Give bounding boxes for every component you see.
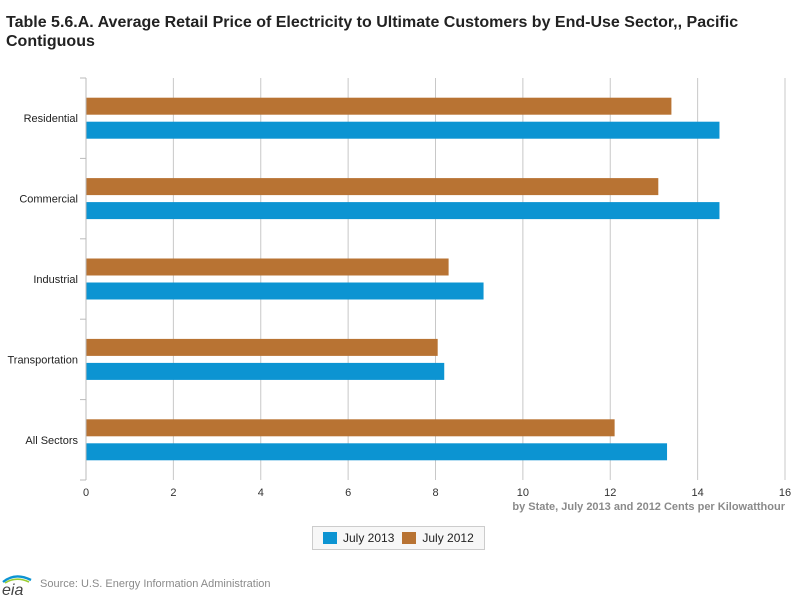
bars [86, 97, 720, 461]
x-tick-label-2: 2 [170, 487, 176, 499]
bar-industrial-july-2012 [86, 258, 449, 276]
bar-chart: 0 2 4 6 8 10 12 14 16 Residential Commercial Indust… [7, 77, 791, 513]
eia-logo: eia [2, 575, 32, 597]
legend-swatch-july-2013 [323, 532, 337, 544]
category-label-commercial: Commercial [19, 194, 78, 206]
x-axis-label: by State, July 2013 and 2012 Cents per K… [512, 501, 785, 513]
bar-commercial-july-2012 [86, 178, 659, 196]
category-label-industrial: Industrial [33, 274, 78, 286]
axes: 0 2 4 6 8 10 12 14 16 Residential Commercial Indust… [7, 77, 791, 499]
x-tick-label-0: 0 [83, 487, 89, 499]
bar-transportation-july-2013 [86, 362, 445, 380]
bar-commercial-july-2013 [86, 202, 720, 220]
x-tick-label-4: 4 [258, 487, 264, 499]
x-tick-label-14: 14 [692, 487, 704, 499]
bar-industrial-july-2013 [86, 282, 484, 300]
svg-text:eia: eia [2, 582, 23, 597]
x-tick-label-12: 12 [604, 487, 616, 499]
legend-label-july-2013: July 2013 [343, 531, 395, 545]
legend-item-july-2013[interactable]: July 2013 [323, 531, 394, 545]
bar-residential-july-2012 [86, 97, 672, 115]
category-label-transportation: Transportation [7, 354, 78, 366]
category-label-residential: Residential [24, 113, 78, 125]
x-tick-label-10: 10 [517, 487, 529, 499]
bar-all-sectors-july-2012 [86, 419, 615, 437]
chart-title: Table 5.6.A. Average Retail Price of Ele… [6, 14, 739, 50]
x-tick-label-16: 16 [779, 487, 791, 499]
x-tick-label-8: 8 [432, 487, 438, 499]
bar-transportation-july-2012 [86, 338, 438, 356]
bar-all-sectors-july-2013 [86, 443, 668, 461]
x-tick-label-6: 6 [345, 487, 351, 499]
legend-item-july-2012[interactable]: July 2012 [402, 531, 474, 545]
category-label-all-sectors: All Sectors [25, 435, 78, 447]
legend-swatch-july-2012 [402, 532, 417, 544]
source-text: Source: U.S. Energy Information Administ… [40, 578, 271, 590]
footer: eia Source: U.S. Energy Information Admi… [0, 571, 271, 597]
legend-label-july-2012: July 2012 [422, 531, 474, 545]
legend: July 2013 July 2012 [312, 526, 485, 550]
bar-residential-july-2013 [86, 121, 720, 139]
grid-lines [172, 78, 786, 480]
